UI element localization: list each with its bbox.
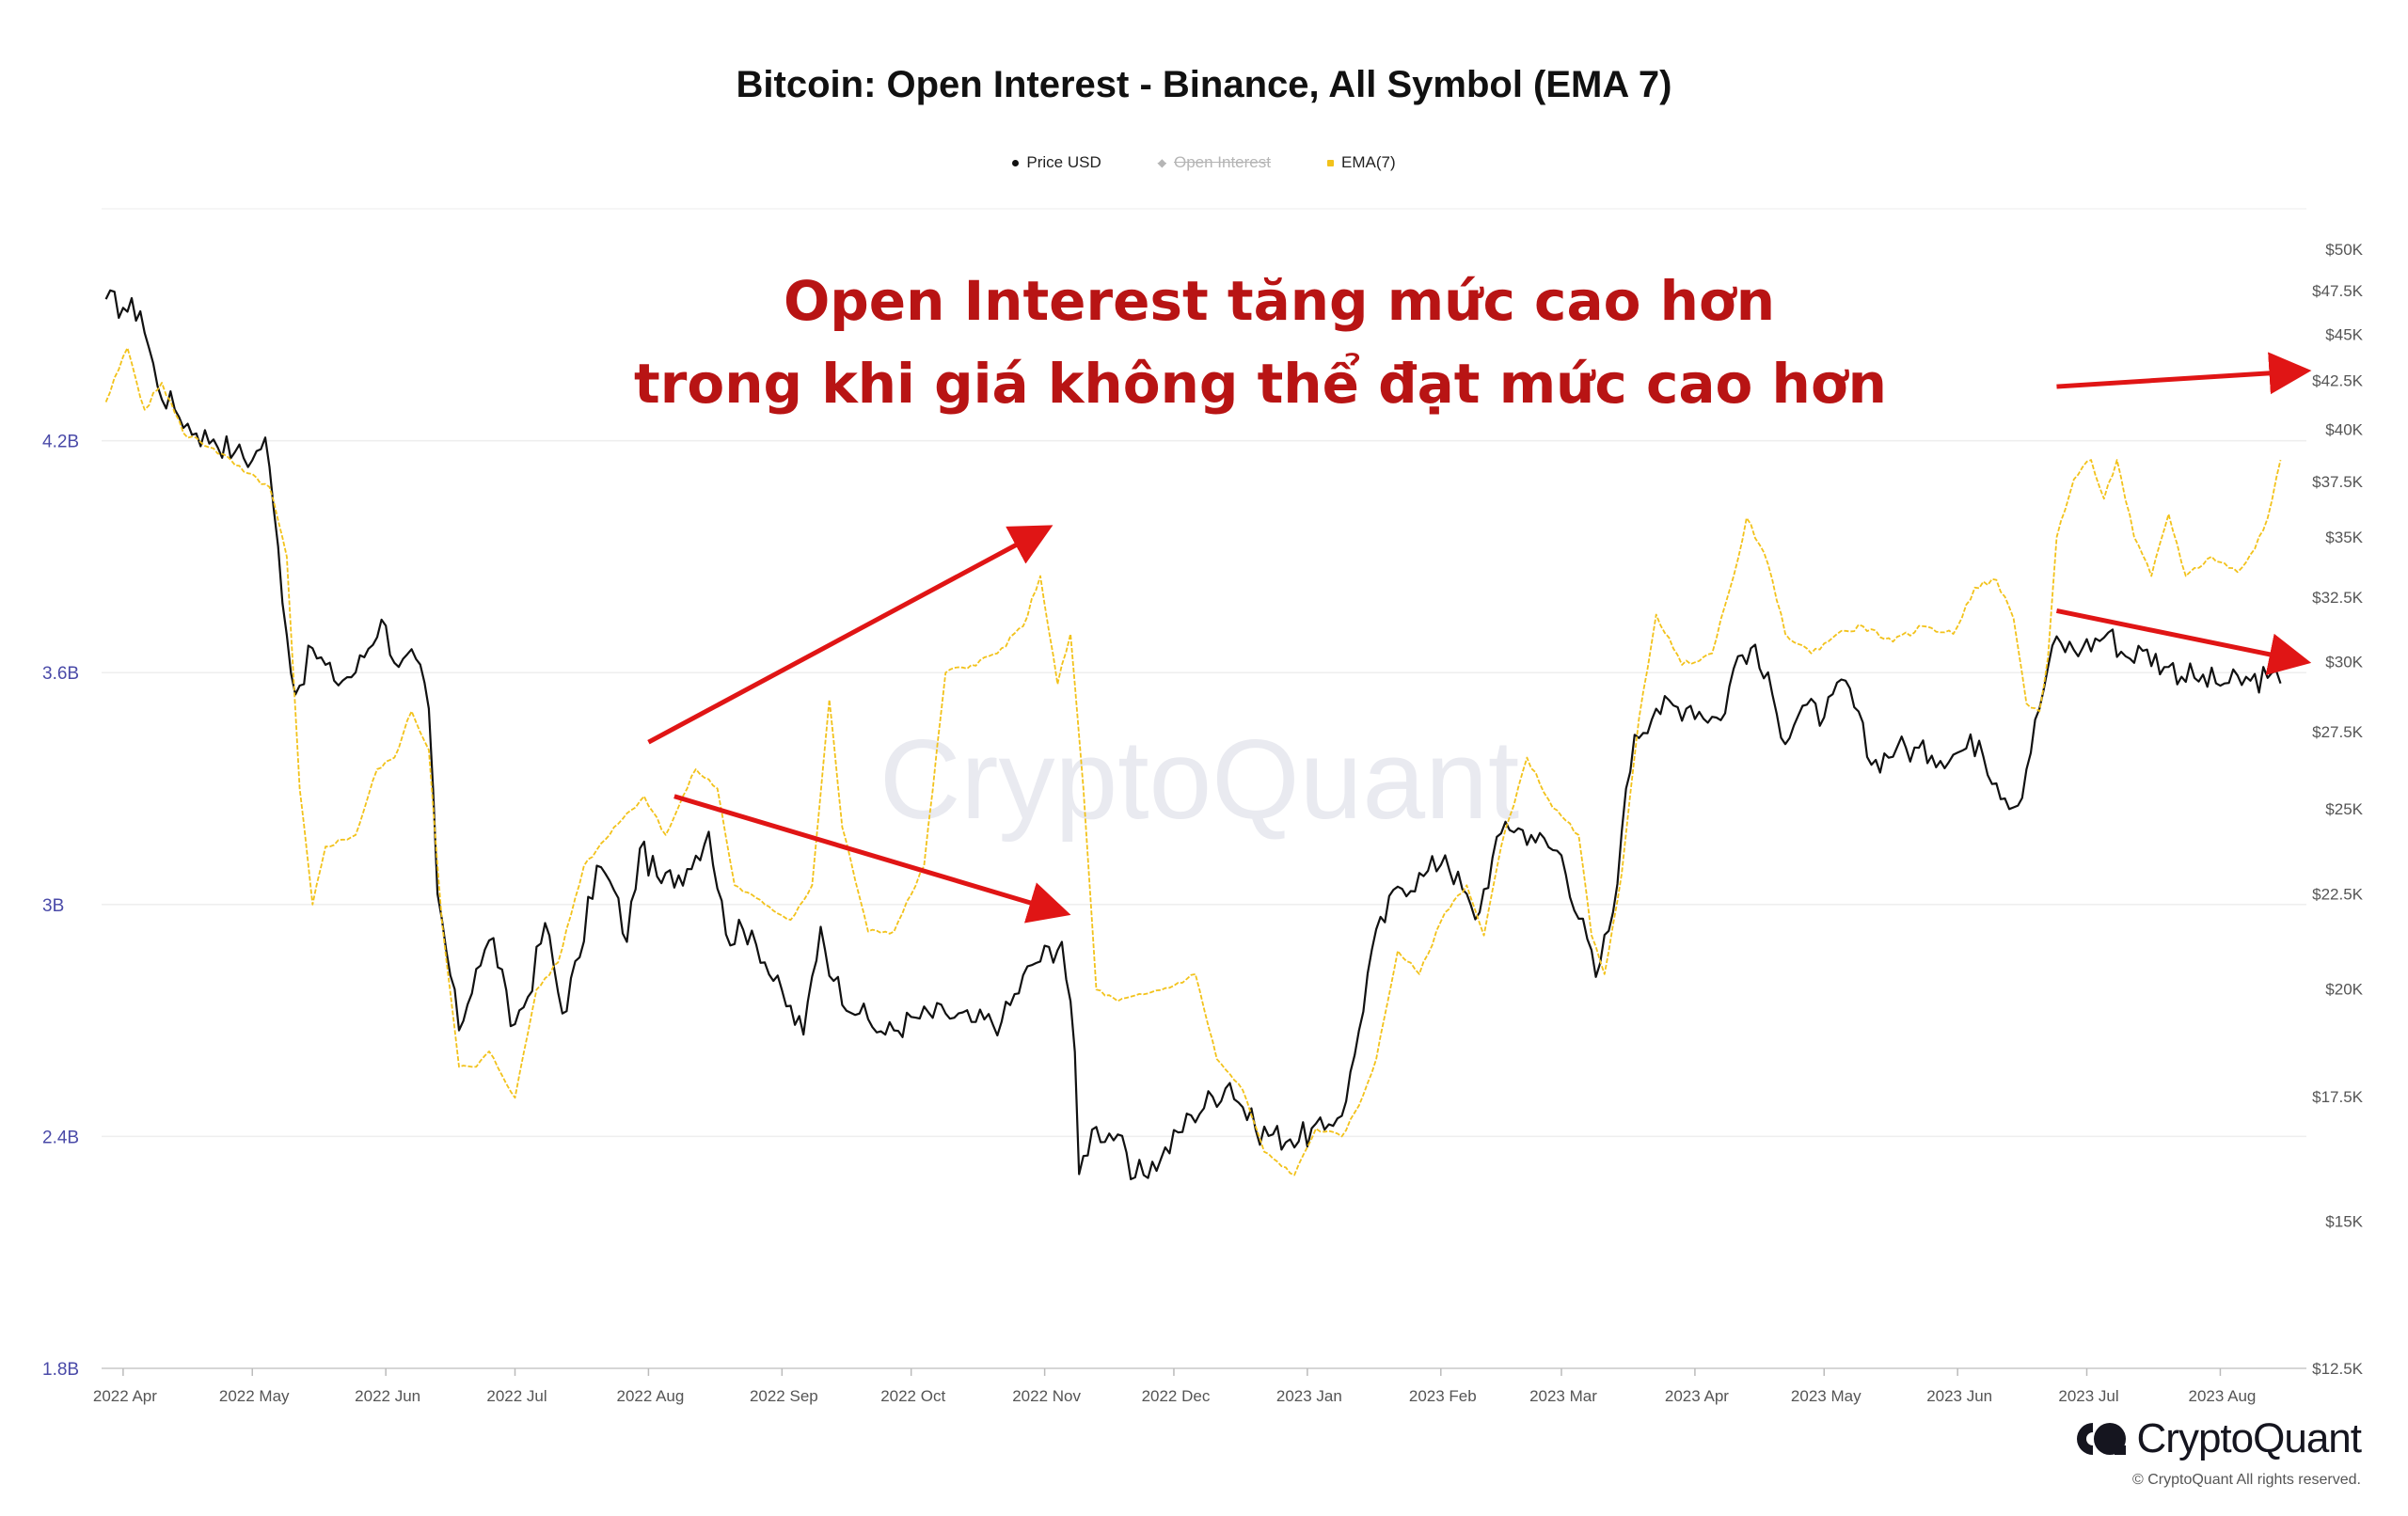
x-axis: 2022 Apr 2022 May 2022 Jun 2022 Jul 2022 Aug…: [93, 1367, 2306, 1405]
right-tick-label: $22.5K: [2312, 885, 2364, 903]
headline-line-2: trong khi giá không thể đạt mức cao hơn: [634, 352, 1887, 416]
left-tick-label: 3B: [42, 896, 64, 916]
x-tick-label: 2023 May: [1791, 1387, 1861, 1405]
legend-label-open-interest: Open Interest: [1173, 153, 1271, 171]
left-tick-label: 1.8B: [42, 1360, 79, 1380]
x-tick-label: 2022 Apr: [93, 1387, 157, 1405]
right-tick-label: $42.5K: [2312, 372, 2364, 390]
legend-item-open-interest[interactable]: ◆ Open Interest: [1158, 153, 1271, 172]
x-tick-label: 2022 Nov: [1012, 1387, 1081, 1405]
chart-title: Bitcoin: Open Interest - Binance, All Sy…: [736, 64, 1672, 105]
x-tick-label: 2022 Oct: [880, 1387, 945, 1405]
brand-name: CryptoQuant: [2136, 1415, 2362, 1461]
series-line-ema: [104, 347, 2282, 1176]
series-line-price: [104, 289, 2282, 1180]
x-tick-label: 2022 Jun: [355, 1387, 420, 1405]
x-tick-label: 2023 Mar: [1529, 1387, 1597, 1405]
annotation-arrows: [647, 352, 2312, 924]
right-tick-label: $45K: [2325, 325, 2363, 343]
x-tick-label: 2023 Jun: [1926, 1387, 1992, 1405]
copyright-text: © CryptoQuant All rights reserved.: [2132, 1472, 2361, 1488]
annotation-arrow-4: [2055, 608, 2312, 675]
x-tick-label: 2022 Aug: [616, 1387, 684, 1405]
right-tick-label: $37.5K: [2312, 473, 2364, 491]
legend-dot-ema: [1326, 159, 1334, 166]
left-tick-label: 4.2B: [42, 433, 79, 452]
right-tick-label: $47.5K: [2312, 282, 2364, 300]
legend-label-price: Price USD: [1026, 153, 1101, 171]
left-axis: 1.8B 2.4B 3B 3.6B 4.2B: [42, 433, 79, 1380]
annotation-arrow-3: [2056, 352, 2312, 395]
x-tick-label: 2023 Apr: [1665, 1387, 1729, 1405]
headline-line-1: Open Interest tăng mức cao hơn: [784, 269, 1775, 333]
x-tick-label: 2022 May: [219, 1387, 290, 1405]
right-tick-label: $30K: [2325, 653, 2363, 671]
cryptoquant-logo-icon: [2076, 1423, 2126, 1455]
annotation-arrow-1: [647, 525, 1054, 745]
right-tick-label: $15K: [2325, 1212, 2363, 1230]
right-tick-label: $50K: [2325, 241, 2363, 259]
left-tick-label: 3.6B: [42, 664, 79, 684]
x-tick-label: 2023 Feb: [1409, 1387, 1477, 1405]
watermark: CryptoQuant: [879, 717, 1519, 843]
right-tick-label: $32.5K: [2312, 589, 2364, 607]
legend-dot-price: [1012, 159, 1020, 166]
right-tick-label: $25K: [2325, 800, 2363, 818]
legend-diamond-icon: ◆: [1157, 156, 1166, 169]
x-tick-label: 2022 Sep: [750, 1387, 818, 1405]
brand-logo: CryptoQuant: [2075, 1415, 2362, 1462]
x-tick-label: 2023 Aug: [2189, 1387, 2257, 1405]
right-tick-label: $27.5K: [2312, 723, 2364, 741]
right-tick-label: $17.5K: [2312, 1088, 2364, 1106]
left-tick-label: 2.4B: [42, 1128, 79, 1147]
right-tick-label: $40K: [2325, 421, 2363, 439]
right-tick-label: $20K: [2325, 981, 2363, 999]
right-tick-label: $12.5K: [2312, 1360, 2364, 1378]
x-tick-label: 2022 Dec: [1142, 1387, 1211, 1405]
x-tick-label: 2023 Jul: [2058, 1387, 2118, 1405]
legend-item-price[interactable]: Price USD: [1012, 153, 1101, 172]
legend-label-ema: EMA(7): [1340, 153, 1396, 171]
legend: Price USD ◆ Open Interest EMA(7): [0, 153, 2408, 172]
right-tick-label: $35K: [2325, 529, 2363, 546]
series-layer: [104, 289, 2282, 1180]
legend-item-ema[interactable]: EMA(7): [1326, 153, 1396, 172]
x-tick-label: 2023 Jan: [1276, 1387, 1342, 1405]
right-axis: $12.5K $15K $17.5K $20K $22.5K $25K $27.5K $30K…: [2312, 241, 2364, 1378]
annotation-arrow-2: [673, 794, 1071, 924]
x-tick-label: 2022 Jul: [486, 1387, 547, 1405]
